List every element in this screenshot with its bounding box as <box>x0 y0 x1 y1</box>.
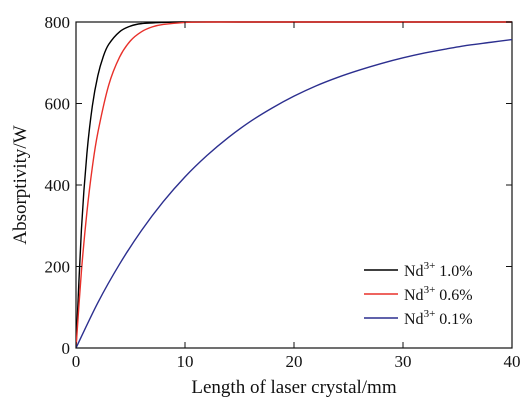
y-tick-label: 800 <box>45 13 71 32</box>
legend: Nd3+ 1.0% Nd3+ 0.6% Nd3+ 0.1% <box>364 260 473 328</box>
series-line-2 <box>76 21 512 348</box>
legend-label-2: Nd3+ 0.6% <box>404 284 473 304</box>
x-tick-label: 30 <box>395 352 412 371</box>
y-axis-title: Absorptivity/W <box>10 125 31 244</box>
legend-label-1: Nd3+ 1.0% <box>404 260 473 280</box>
y-tick-label: 600 <box>45 95 71 114</box>
y-tick-label: 200 <box>45 258 71 277</box>
x-axis-title: Length of laser crystal/mm <box>191 377 396 397</box>
legend-label-3: Nd3+ 0.1% <box>404 308 473 328</box>
x-tick-label: 20 <box>286 352 303 371</box>
x-tick-label: 0 <box>72 352 81 371</box>
x-tick-label: 40 <box>504 352 521 371</box>
y-tick-label: 0 <box>62 339 71 358</box>
y-tick-label: 400 <box>45 176 71 195</box>
x-tick-label: 10 <box>177 352 194 371</box>
series-line-3 <box>76 38 512 348</box>
